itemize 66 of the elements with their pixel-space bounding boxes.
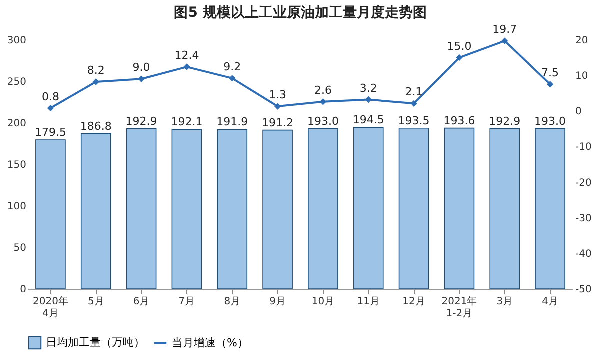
y2-tick-label: 0 (576, 106, 582, 118)
x-tick-label: 10月 (312, 296, 335, 308)
y2-tick-label: 20 (576, 36, 588, 46)
point (274, 103, 282, 110)
y-tick-label: 200 (7, 118, 26, 130)
data-label: 193.5 (398, 114, 430, 128)
point (47, 104, 54, 112)
data-label: 194.5 (352, 114, 384, 127)
y2-tick-label: -10 (576, 142, 592, 154)
y-tick-label: 50 (14, 243, 26, 254)
data-label: 191.9 (216, 116, 248, 129)
x-tick-label: 7月 (178, 296, 196, 308)
point (184, 64, 190, 70)
chart-title: 图5 规模以上工业原油加工量月度走势图 (174, 4, 427, 22)
data-label: 1.3 (269, 88, 287, 102)
data-label: 0.8 (42, 90, 60, 104)
x-tick-label: 2020年 4月 (32, 296, 68, 320)
x-tick-label: 4月 (542, 296, 558, 308)
data-label: 2.6 (314, 84, 332, 97)
data-label: 191.2 (262, 116, 294, 130)
x-tick-label: 6月 (133, 296, 150, 308)
data-label: 193.0 (307, 114, 339, 128)
point (229, 75, 236, 82)
x-tick-label: 2021年 1-2月 (442, 296, 478, 320)
y2-tick-label: -20 (576, 178, 592, 189)
point (410, 100, 418, 108)
point (502, 38, 508, 44)
data-label: 8.2 (87, 64, 105, 77)
x-tick-label: 12月 (402, 296, 426, 308)
point (92, 78, 100, 86)
data-label: 9.2 (224, 60, 242, 74)
x-tick-label: 3月 (496, 296, 514, 308)
point (138, 76, 145, 82)
y-tick-label: 250 (7, 77, 26, 88)
x-tick-label: 9月 (270, 296, 286, 308)
point (546, 81, 554, 88)
data-label: 7.5 (542, 66, 560, 80)
y2-tick-label: -40 (576, 248, 592, 260)
legend-label: 日均加工量（万吨） (46, 336, 145, 349)
y-tick-label: 150 (7, 160, 26, 171)
point (320, 98, 327, 106)
data-label: 193.0 (534, 114, 566, 128)
data-label: 15.0 (447, 40, 472, 53)
y-tick-label: 0 (20, 284, 26, 296)
point (456, 54, 463, 62)
y2-tick-label: -30 (576, 213, 592, 224)
point (365, 96, 372, 104)
data-label: 186.8 (80, 120, 112, 133)
legend-label: 当月增速（%） (172, 336, 248, 350)
y-tick-label: 300 (7, 36, 26, 46)
data-label: 192.1 (171, 116, 203, 129)
y2-tick-label: 10 (576, 71, 588, 82)
data-label: 2.1 (405, 86, 423, 99)
y-tick-label: 100 (7, 202, 26, 212)
data-label: 193.6 (444, 114, 476, 128)
y2-tick-label: -50 (576, 284, 592, 296)
data-label: 19.7 (492, 23, 518, 36)
data-label: 9.0 (132, 61, 150, 74)
data-label: 192.9 (126, 114, 158, 128)
x-tick-label: 11月 (357, 296, 380, 308)
data-label: 179.5 (34, 126, 66, 140)
x-tick-label: 5月 (88, 296, 104, 308)
data-label: 192.9 (489, 114, 521, 128)
data-label: 12.4 (174, 49, 200, 62)
x-tick-label: 8月 (224, 296, 241, 308)
data-label: 3.2 (360, 82, 378, 95)
